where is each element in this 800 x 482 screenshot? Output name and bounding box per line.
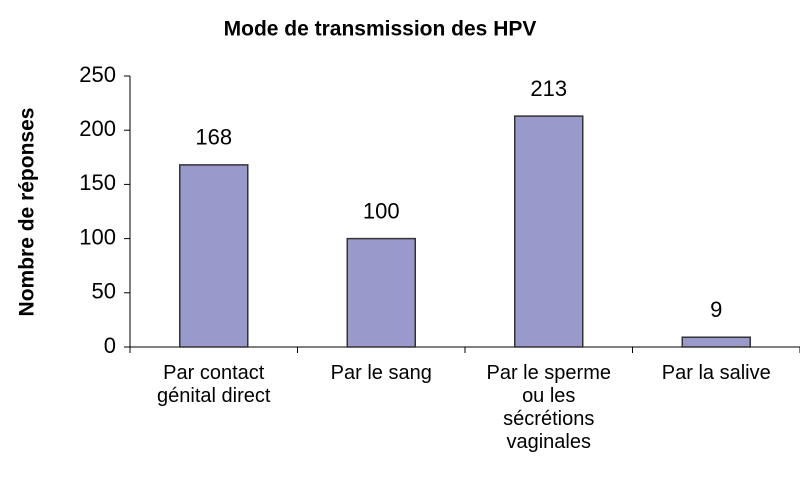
y-tick-label: 0 <box>104 333 116 358</box>
x-tick-label: Par le sang <box>330 362 432 384</box>
y-axis-label: Nombre de réponses <box>16 108 39 317</box>
y-tick-label: 150 <box>79 170 116 195</box>
bar <box>346 237 416 348</box>
bar <box>179 164 249 348</box>
x-tick-label: Par la salive <box>661 362 771 384</box>
data-label: 213 <box>530 76 567 101</box>
x-tick-label: Par le sperme ou les sécrétions vaginale… <box>486 362 612 453</box>
data-label: 100 <box>363 198 400 223</box>
bar <box>514 115 584 348</box>
x-tick-label: Par contact génital direct <box>157 362 271 407</box>
y-tick-label: 200 <box>79 116 116 141</box>
chart-title: Mode de transmission des HPV <box>224 18 537 41</box>
y-tick-label: 100 <box>79 224 116 249</box>
data-label: 168 <box>195 125 232 150</box>
data-label: 9 <box>710 297 722 322</box>
bar <box>681 336 751 348</box>
y-tick-label: 50 <box>92 279 116 304</box>
y-tick-label: 250 <box>79 62 116 87</box>
